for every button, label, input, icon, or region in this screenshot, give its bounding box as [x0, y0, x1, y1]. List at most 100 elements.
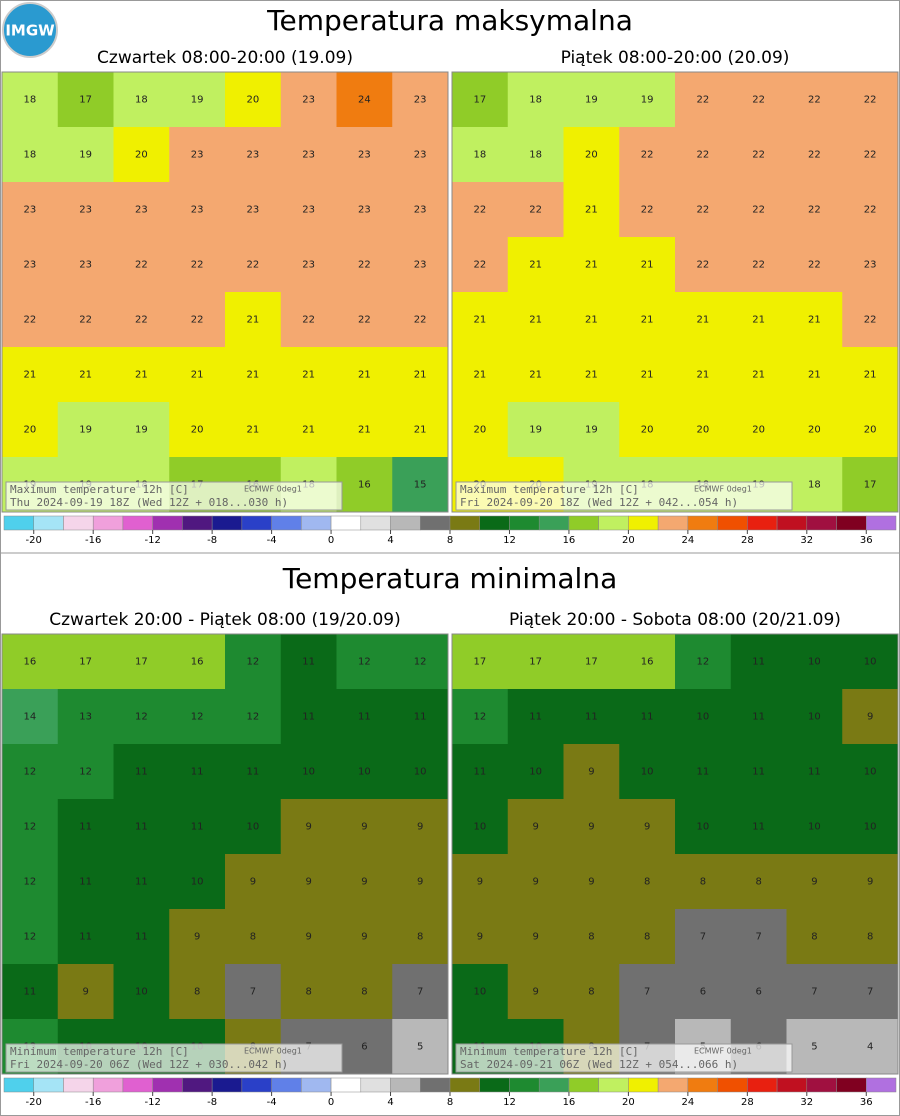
cell-value: 12 [24, 932, 37, 943]
map-cell [452, 909, 509, 965]
map-cell [842, 402, 899, 458]
map-cell [113, 744, 170, 800]
cell-value: 11 [302, 657, 315, 668]
cell-value: 21 [302, 370, 315, 381]
map-cell [225, 402, 282, 458]
cell-value: 9 [588, 767, 594, 778]
colorbar-segment [449, 1077, 480, 1093]
map-cell [619, 799, 676, 855]
map-cell [57, 799, 114, 855]
cell-value: 10 [808, 822, 821, 833]
cell-value: 20 [864, 425, 877, 436]
colorbar-label: 28 [741, 1097, 754, 1108]
map-cell [452, 402, 509, 458]
cell-value: 20 [641, 425, 654, 436]
map-cell [113, 72, 170, 128]
cell-value: 22 [358, 315, 371, 326]
map-cell [786, 799, 843, 855]
map-cell [280, 854, 337, 910]
cell-value: 22 [808, 95, 821, 106]
colorbar-segment [479, 1077, 510, 1093]
map-cell [452, 689, 509, 745]
map-cell [730, 964, 787, 1020]
cell-value: 20 [191, 425, 204, 436]
map-cell [392, 292, 449, 348]
map-cell [336, 237, 393, 293]
map-cell [563, 799, 620, 855]
map-cell [507, 909, 564, 965]
colorbar-segment [866, 1077, 897, 1093]
map-cell [392, 744, 449, 800]
map-cell [619, 182, 676, 238]
map-cell [619, 854, 676, 910]
map-cell [730, 127, 787, 183]
cell-value: 22 [79, 315, 92, 326]
cell-value: 21 [808, 315, 821, 326]
cell-value: 21 [585, 260, 598, 271]
map-cell [169, 854, 226, 910]
map-cell [225, 347, 282, 403]
cell-value: 11 [752, 822, 765, 833]
cell-value: 22 [752, 95, 765, 106]
cell-value: 9 [867, 712, 873, 723]
cell-value: 22 [414, 315, 427, 326]
cell-value: 21 [585, 315, 598, 326]
cell-value: 9 [867, 877, 873, 888]
cell-value: 17 [79, 657, 92, 668]
caption-model: ECMWF 0deg1 [244, 485, 302, 494]
map-cell [675, 72, 732, 128]
colorbar-segment [63, 1077, 94, 1093]
cell-value: 20 [24, 425, 37, 436]
map-cell [57, 909, 114, 965]
cell-value: 11 [529, 712, 542, 723]
map-cell [452, 854, 509, 910]
colorbar-label: 24 [681, 1097, 694, 1108]
cell-value: 18 [135, 95, 148, 106]
map-cell [842, 689, 899, 745]
map-cell [675, 237, 732, 293]
cell-value: 23 [191, 150, 204, 161]
colorbar-segment [538, 515, 570, 531]
map-cell [507, 799, 564, 855]
colorbar-segment [152, 515, 183, 531]
cell-value: 22 [641, 205, 654, 216]
map-cell [392, 964, 449, 1020]
cell-value: 22 [808, 205, 821, 216]
cell-value: 11 [24, 987, 37, 998]
map-cell [169, 402, 226, 458]
map-cell [57, 347, 114, 403]
cell-value: 18 [529, 95, 542, 106]
cell-value: 11 [752, 657, 765, 668]
cell-value: 21 [358, 370, 371, 381]
cell-value: 23 [247, 205, 260, 216]
map-cell [452, 964, 509, 1020]
colorbar-segment [717, 515, 748, 531]
cell-value: 22 [752, 205, 765, 216]
cell-value: 7 [755, 932, 761, 943]
cell-value: 8 [644, 932, 650, 943]
cell-value: 12 [24, 822, 37, 833]
cell-value: 21 [585, 370, 598, 381]
map-cell [336, 72, 393, 128]
map-cell [619, 964, 676, 1020]
colorbar-label: 4 [387, 535, 393, 546]
cell-value: 22 [864, 205, 877, 216]
map-cell [225, 292, 282, 348]
cell-value: 22 [697, 95, 710, 106]
cell-value: 10 [529, 767, 542, 778]
cell-value: 10 [864, 657, 877, 668]
map-cell [280, 744, 337, 800]
map-cell [280, 72, 337, 128]
colorbar-label: 20 [622, 535, 635, 546]
caption-model: ECMWF 0deg1 [244, 1047, 302, 1056]
map-cell [280, 964, 337, 1020]
colorbar-label: -16 [85, 535, 101, 546]
map-cell [842, 457, 899, 513]
colorbar-label: 0 [328, 535, 334, 546]
map-cell [280, 347, 337, 403]
colorbar-segment [211, 515, 243, 531]
colorbar-segment [806, 1077, 837, 1093]
map-cell [336, 799, 393, 855]
map-cell [57, 689, 114, 745]
caption: Maximum temperature 12h [C] [10, 483, 189, 496]
